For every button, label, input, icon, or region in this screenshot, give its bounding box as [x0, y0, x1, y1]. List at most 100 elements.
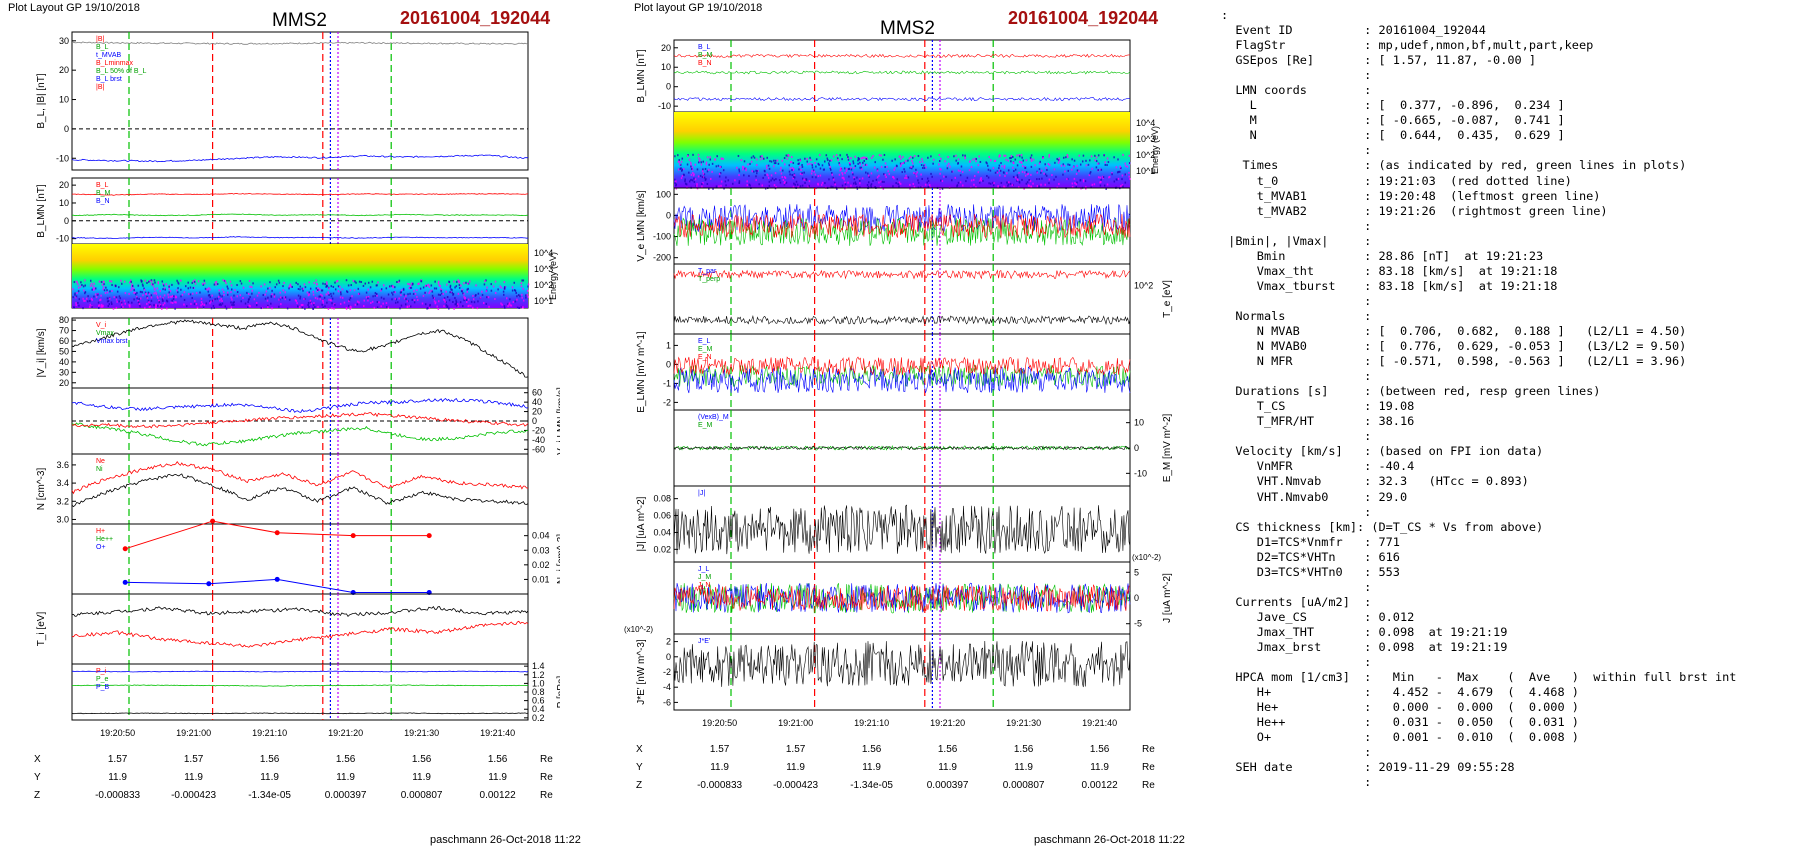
- spectrogram-pixel: [959, 169, 961, 172]
- spectrogram-pixel: [1071, 158, 1073, 161]
- spectrogram-pixel: [191, 281, 194, 284]
- legend-entry: Ne: [96, 458, 105, 465]
- spectrogram-pixel: [1046, 168, 1048, 171]
- spectrogram-pixel: [773, 184, 776, 187]
- spectrogram-pixel: [371, 280, 374, 283]
- spectrogram-pixel: [367, 288, 369, 291]
- spectrogram-pixel: [1075, 183, 1078, 186]
- spectrogram-pixel: [779, 169, 782, 172]
- spectrogram-pixel: [718, 172, 721, 175]
- spectrogram-pixel: [1025, 171, 1028, 174]
- spectrogram-pixel: [87, 295, 89, 298]
- spectrogram-pixel: [316, 290, 319, 293]
- spectrogram-pixel: [938, 153, 941, 156]
- spectrogram-pixel: [134, 293, 137, 296]
- spectrogram-pixel: [1038, 162, 1041, 165]
- spectrogram-pixel: [84, 299, 86, 302]
- spectrogram-pixel: [159, 295, 162, 298]
- position-value: 11.9: [412, 772, 431, 783]
- spectrogram-pixel: [153, 304, 155, 307]
- spectrogram-pixel: [226, 291, 229, 294]
- y-tick-label: 10: [1134, 418, 1144, 428]
- summary-line: |Bmin|, |Vmax| :: [1221, 233, 1372, 248]
- spectrogram-pixel: [790, 156, 793, 159]
- spectrogram-pixel: [455, 301, 458, 304]
- spectrogram-pixel: [711, 170, 713, 173]
- spectrogram-pixel: [824, 160, 826, 163]
- spectrogram-pixel: [309, 287, 312, 290]
- spectrogram-pixel: [979, 178, 982, 181]
- spectrogram-pixel: [413, 289, 415, 292]
- spectrogram-pixel: [834, 183, 836, 186]
- spectrogram-pixel: [358, 280, 361, 283]
- spectrogram-pixel: [463, 295, 465, 298]
- spectrogram-pixel: [1030, 165, 1033, 168]
- spectrogram-pixel: [147, 291, 150, 294]
- energy-tick-label: 10^3: [534, 264, 553, 274]
- spectrogram-pixel: [1097, 176, 1100, 179]
- spectrogram-pixel: [510, 304, 513, 307]
- spectrogram-pixel: [911, 167, 913, 170]
- spectrogram-pixel: [755, 175, 757, 178]
- spectrogram-pixel: [258, 291, 260, 294]
- spectrogram-pixel: [221, 295, 223, 298]
- spectrogram-pixel: [503, 305, 506, 308]
- spectrogram-pixel: [166, 307, 168, 310]
- spectrogram-pixel: [414, 292, 417, 295]
- spectrogram-pixel: [768, 184, 771, 187]
- spectrogram-pixel: [251, 289, 253, 292]
- spectrogram-pixel: [1036, 184, 1039, 187]
- spectrogram-pixel: [690, 163, 692, 166]
- spectrogram-pixel: [433, 300, 436, 303]
- spectrogram-pixel: [789, 167, 792, 170]
- spectrogram-pixel: [452, 293, 454, 296]
- spectrogram-pixel: [512, 300, 515, 303]
- spectrogram-pixel: [458, 286, 461, 289]
- spectrogram-pixel: [346, 290, 348, 293]
- spectrogram-pixel: [1119, 165, 1121, 168]
- summary-line: N MFR : [ -0.571, 0.598, -0.563 ] (L2/L1…: [1221, 354, 1687, 369]
- spectrogram-pixel: [1093, 183, 1096, 186]
- spectrogram-pixel: [487, 296, 490, 299]
- spectrogram-pixel: [917, 154, 920, 157]
- spectrogram-pixel: [857, 156, 860, 159]
- legend-entry: J*E': [698, 638, 710, 645]
- spectrogram-pixel: [894, 166, 896, 169]
- spectrogram-pixel: [506, 297, 508, 300]
- spectrogram-pixel: [303, 283, 306, 286]
- position-value: 1.56: [336, 754, 356, 765]
- spectrogram-pixel: [106, 300, 109, 303]
- spectrogram-pixel: [345, 279, 348, 282]
- spectrogram-pixel: [174, 301, 176, 304]
- summary-line: Times : (as indicated by red, green line…: [1221, 158, 1687, 173]
- spectrogram-pixel: [73, 306, 75, 309]
- spectrogram-pixel: [484, 280, 486, 283]
- spectrogram-pixel: [884, 173, 887, 176]
- spectrogram-pixel: [781, 169, 784, 172]
- spectrogram-pixel: [302, 287, 305, 290]
- summary-line: :: [1221, 775, 1372, 790]
- legend-entry: E_L: [698, 338, 711, 345]
- spectrogram-pixel: [104, 291, 107, 294]
- series-line: [71, 422, 529, 447]
- spectrogram-pixel: [204, 282, 206, 285]
- position-unit: Re: [540, 754, 553, 765]
- spectrogram-pixel: [1032, 182, 1034, 185]
- spectrogram-pixel: [162, 283, 165, 286]
- series-line: [673, 269, 1131, 280]
- legend-entry: Vmax: [96, 330, 114, 337]
- spectrogram-pixel: [148, 280, 150, 283]
- spectrogram-pixel: [89, 299, 91, 302]
- spectrogram-pixel: [526, 289, 529, 292]
- spectrogram-pixel: [457, 305, 459, 308]
- spectrogram-pixel: [680, 177, 683, 180]
- spectrogram-pixel: [811, 166, 814, 169]
- summary-line: HPCA mom [1/cm3] : Min - Max ( Ave ) wit…: [1221, 670, 1737, 685]
- spectrogram-pixel: [965, 180, 967, 183]
- spectrogram-pixel: [784, 176, 787, 179]
- spectrogram-pixel: [515, 291, 517, 294]
- series-line: [71, 473, 529, 508]
- summary-line: :: [1221, 429, 1372, 444]
- spectrogram-pixel: [421, 302, 424, 305]
- spectrogram-pixel: [814, 173, 817, 176]
